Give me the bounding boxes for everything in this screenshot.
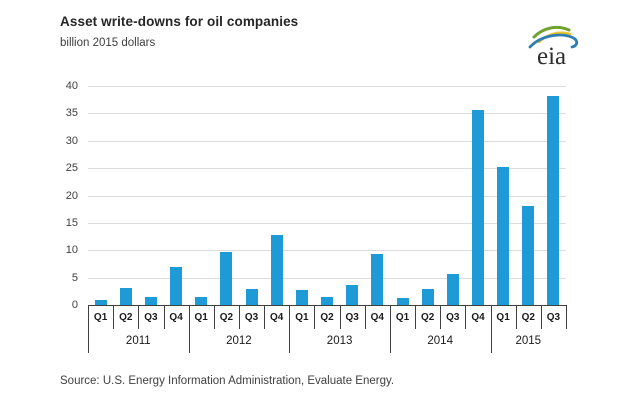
x-axis-quarter-label: Q3 [244, 312, 259, 323]
x-axis-quarter-label: Q2 [421, 312, 435, 323]
y-axis-label-15: 15 [65, 216, 78, 229]
bar-2012-Q1 [195, 296, 208, 305]
gridline-30 [88, 140, 566, 142]
x-axis-quarter-label: Q4 [370, 312, 384, 323]
quarter-divider [415, 305, 417, 329]
x-axis-line [88, 305, 567, 306]
quarter-divider [238, 305, 240, 329]
x-axis-year-label-2014: 2014 [427, 335, 453, 347]
bar-2013-Q1 [295, 290, 308, 305]
quarter-divider [163, 305, 165, 329]
gridline-10 [88, 250, 566, 252]
bar-2012-Q2 [220, 252, 233, 305]
gridline-20 [88, 195, 566, 197]
x-axis-quarter-label: Q2 [521, 312, 535, 323]
quarter-divider [364, 305, 366, 329]
bar-2012-Q3 [245, 288, 258, 305]
year-divider [389, 305, 391, 353]
bar-2014-Q2 [421, 288, 434, 305]
year-divider [88, 305, 89, 353]
y-axis-label-35: 35 [65, 107, 78, 120]
x-axis-year-label-2011: 2011 [125, 335, 151, 347]
y-axis-label-20: 20 [65, 189, 78, 202]
x-axis-year-label-2015: 2015 [515, 335, 542, 347]
quarter-divider [314, 305, 316, 329]
source-note: Source: U.S. Energy Information Administ… [60, 375, 395, 387]
bar-2012-Q4 [270, 234, 283, 305]
year-divider [188, 305, 190, 353]
x-axis-year-label-2012: 2012 [226, 335, 252, 347]
x-axis-year-label-2013: 2013 [326, 335, 353, 347]
quarter-divider [540, 305, 542, 329]
gridline-40 [88, 86, 566, 87]
gridline-5 [88, 277, 566, 279]
bar-2014-Q1 [396, 297, 409, 305]
y-axis-label-25: 25 [65, 162, 78, 175]
quarter-divider [264, 305, 266, 329]
bar-2011-Q3 [144, 297, 157, 305]
bar-2011-Q2 [119, 287, 132, 305]
x-axis-quarter-label: Q3 [446, 312, 460, 323]
logo-text: eia [537, 43, 566, 68]
y-axis-label-10: 10 [65, 244, 78, 257]
x-axis-quarter-label: Q1 [194, 312, 208, 323]
chart-subtitle: billion 2015 dollars [60, 37, 156, 49]
bar-2015-Q1 [497, 167, 510, 305]
x-axis-quarter-label: Q4 [270, 312, 284, 323]
bar-2014-Q4 [471, 110, 484, 305]
chart-title: Asset write-downs for oil companies [60, 14, 299, 29]
gridline-35 [88, 113, 566, 115]
x-axis-quarter-label: Q2 [320, 312, 334, 323]
x-axis-quarter-label: Q4 [471, 312, 485, 323]
x-axis-quarter-label: Q4 [169, 312, 183, 323]
gridline-15 [88, 222, 566, 224]
quarter-divider [339, 305, 341, 329]
y-axis-label-40: 40 [65, 80, 78, 92]
bar-2015-Q2 [522, 205, 535, 305]
bar-2014-Q3 [446, 274, 459, 305]
eia-logo: eia [528, 25, 579, 68]
quarter-divider [213, 305, 215, 329]
bar-2013-Q2 [321, 297, 333, 305]
bar-2011-Q1 [94, 300, 107, 305]
x-axis-quarter-label: Q3 [345, 312, 359, 323]
y-axis-label-0: 0 [71, 299, 78, 311]
x-axis-quarter-label: Q3 [144, 312, 158, 323]
quarter-divider-end [566, 305, 567, 329]
bar-2015-Q3 [547, 95, 560, 305]
y-axis-label-5: 5 [71, 271, 78, 284]
x-axis-quarter-label: Q1 [395, 312, 410, 323]
gridline-25 [88, 168, 566, 170]
x-axis-quarter-label: Q3 [546, 312, 561, 323]
year-divider [490, 305, 492, 353]
x-axis-quarter-label: Q1 [496, 312, 510, 323]
bar-2013-Q4 [371, 254, 384, 305]
quarter-divider [515, 305, 517, 329]
y-axis-label-30: 30 [65, 134, 78, 147]
bar-2011-Q4 [170, 267, 183, 305]
quarter-divider [138, 305, 140, 329]
x-axis-quarter-label: Q2 [219, 312, 234, 323]
quarter-divider [440, 305, 442, 329]
x-axis-quarter-label: Q1 [93, 312, 108, 323]
x-axis-quarter-label: Q2 [119, 312, 133, 323]
logo-swoosh-blue-icon [528, 33, 579, 49]
quarter-divider [465, 305, 467, 329]
logo-swoosh-green-icon [532, 25, 571, 39]
quarter-divider [113, 305, 115, 329]
bar-2013-Q3 [346, 285, 359, 305]
year-divider [289, 305, 291, 353]
x-axis-quarter-label: Q1 [295, 312, 309, 323]
